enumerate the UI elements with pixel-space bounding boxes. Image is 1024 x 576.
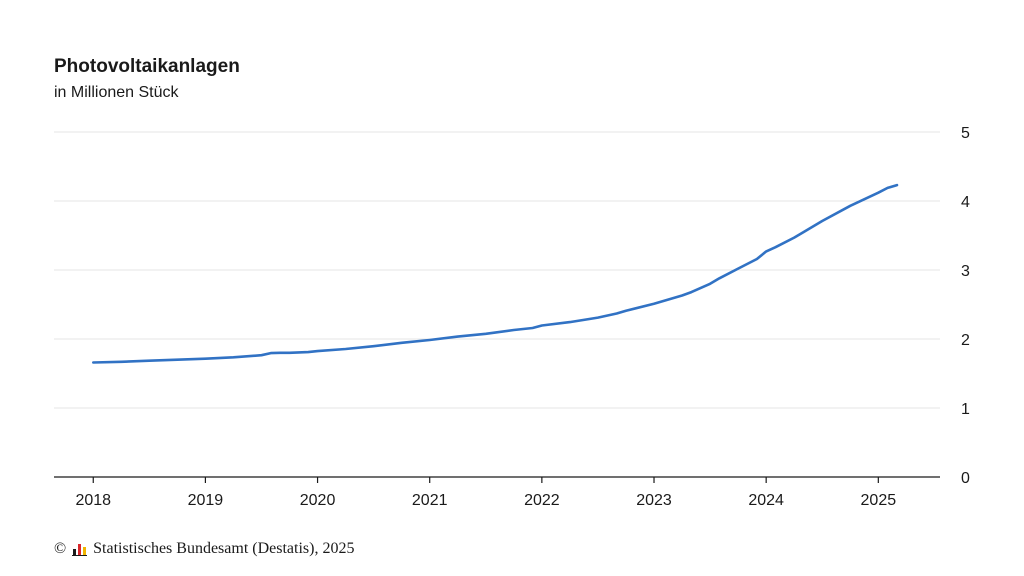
y-tick-label: 3 [961,263,970,280]
x-tick-label: 2018 [75,492,111,509]
x-tick-label: 2021 [412,492,448,509]
source-note: © Statistisches Bundesamt (Destatis), 20… [54,540,354,558]
destatis-logo-icon [72,543,88,556]
x-tick-label: 2025 [861,492,897,509]
x-tick-label: 2022 [524,492,560,509]
gridlines [54,131,940,409]
source-text: Statistisches Bundesamt (Destatis), 2025 [93,540,355,557]
series-line [92,183,899,364]
x-tick-label: 2020 [300,492,336,509]
y-tick-label: 2 [961,332,970,349]
chart-title: Photovoltaikanlagen [54,56,240,77]
y-tick-label: 4 [961,194,970,211]
y-tick-label: 5 [961,125,970,142]
y-axis: 0 1 2 3 4 5 [961,125,970,487]
x-axis: 2018 2019 2020 2021 2022 2023 2024 2025 [54,476,940,509]
x-tick-label: 2023 [636,492,672,509]
x-tick-label: 2024 [748,492,784,509]
y-tick-label: 1 [961,401,970,418]
copyright-symbol: © [54,540,67,557]
y-tick-label: 0 [961,470,970,487]
chart-subtitle: in Millionen Stück [54,84,179,101]
series-layer [92,183,899,364]
x-tick-label: 2019 [188,492,224,509]
